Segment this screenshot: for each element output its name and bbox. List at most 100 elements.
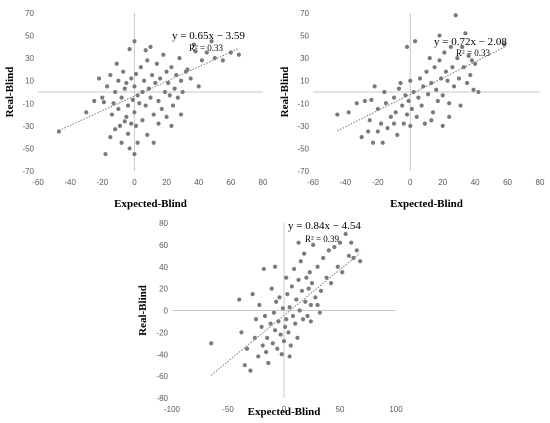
data-point [294, 297, 299, 302]
data-point [343, 231, 348, 237]
data-point [304, 275, 309, 280]
data-point [426, 92, 431, 97]
data-point [132, 84, 137, 89]
data-point [270, 341, 275, 346]
data-point [150, 72, 155, 78]
data-point [228, 50, 233, 55]
data-point [170, 103, 176, 108]
data-point [362, 98, 367, 104]
data-point [269, 286, 274, 291]
data-point [370, 140, 376, 145]
data-point [283, 324, 288, 330]
data-point [161, 52, 166, 57]
data-point [445, 78, 450, 83]
data-point [125, 103, 131, 108]
data-point [296, 277, 301, 282]
data-point [437, 33, 442, 38]
y-tick-label: 30 [25, 54, 34, 63]
data-point [268, 321, 273, 326]
data-point [113, 89, 118, 95]
data-point [340, 270, 345, 275]
data-point [332, 244, 337, 250]
data-point [108, 72, 113, 78]
x-tick-label: -50 [222, 405, 234, 414]
data-point [447, 101, 452, 106]
y-tick-label: -70 [297, 167, 309, 176]
data-point [135, 140, 140, 145]
data-point [432, 65, 437, 70]
data-point [119, 140, 124, 145]
data-point [263, 349, 269, 355]
data-point [429, 118, 434, 123]
data-point [274, 299, 279, 304]
data-point [193, 49, 198, 54]
data-point [288, 343, 293, 348]
data-point [435, 98, 440, 104]
data-point [305, 313, 310, 319]
data-point [443, 69, 449, 74]
data-point [317, 310, 322, 315]
data-point [299, 288, 305, 293]
data-point [393, 110, 398, 115]
y-tick-label: 20 [159, 285, 168, 294]
data-point [178, 78, 184, 83]
data-point [178, 112, 184, 117]
data-point [172, 86, 177, 91]
data-point [335, 264, 340, 269]
data-point [276, 319, 281, 324]
data-point [450, 65, 455, 70]
data-point [101, 100, 106, 105]
data-point [466, 53, 471, 58]
data-point [354, 101, 359, 106]
data-point [84, 110, 89, 115]
data-point [463, 31, 468, 36]
data-point [318, 288, 324, 293]
data-point [111, 101, 116, 106]
data-point [108, 135, 113, 140]
data-point [116, 106, 121, 112]
data-point [367, 118, 372, 123]
data-point [335, 112, 340, 117]
x-tick-label: 40 [471, 178, 480, 187]
data-point [196, 84, 201, 89]
trendline [210, 252, 361, 376]
data-point [121, 69, 126, 74]
y-tick-label: -70 [22, 167, 34, 176]
data-point [359, 135, 364, 140]
data-point [237, 297, 242, 302]
data-point [166, 80, 171, 86]
data-point [156, 98, 161, 104]
data-point [209, 341, 214, 346]
x-tick-label: 80 [259, 178, 268, 187]
data-point [262, 313, 268, 319]
data-point [156, 121, 161, 126]
x-tick-label: -40 [340, 178, 352, 187]
y-tick-label: 40 [159, 263, 168, 272]
data-point [159, 106, 164, 112]
data-point [372, 84, 377, 89]
data-point [266, 360, 271, 366]
y-tick-label: -50 [297, 144, 309, 153]
data-point [103, 151, 108, 157]
trendline-equation: y = 0.65x − 3.59 [172, 30, 245, 42]
data-point [141, 78, 147, 83]
y-axis-title: Real-Blind [137, 285, 149, 336]
data-point [437, 58, 442, 63]
data-point [151, 140, 156, 145]
data-point [468, 72, 473, 78]
data-point [284, 275, 289, 280]
data-point [109, 112, 115, 117]
data-point [289, 284, 294, 289]
data-point [265, 335, 270, 340]
data-point [188, 76, 193, 81]
data-point [403, 93, 408, 98]
data-point [117, 123, 123, 128]
data-point [401, 121, 406, 126]
data-point [328, 281, 334, 286]
data-point [375, 129, 380, 134]
data-point [130, 97, 135, 102]
x-tick-label: 20 [162, 178, 171, 187]
data-point [476, 89, 481, 95]
x-tick-label: 60 [226, 178, 235, 187]
data-point [242, 363, 247, 368]
